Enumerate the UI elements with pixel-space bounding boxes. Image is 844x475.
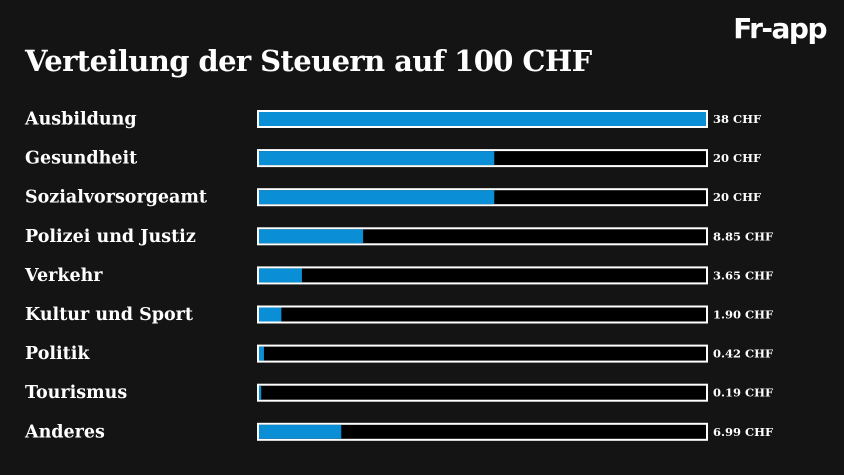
- bar-track: [257, 266, 708, 285]
- bar: [259, 424, 342, 439]
- bar-row: Tourismus 0.19 CHF: [25, 383, 774, 403]
- bar: [259, 229, 364, 244]
- bar: [259, 151, 495, 166]
- bar: [259, 112, 706, 126]
- bar-track: [257, 227, 708, 246]
- bar-row: Sozialvorsorgeamt 20 CHF: [25, 188, 762, 208]
- category-label: Kultur und Sport: [25, 305, 193, 325]
- value-label: 6.99 CHF: [713, 425, 774, 439]
- category-label: Anderes: [24, 422, 105, 442]
- bar-track: [257, 422, 708, 441]
- value-label: 38 CHF: [713, 112, 762, 126]
- bar-row: Polizei und Justiz 8.85 CHF: [25, 227, 774, 247]
- category-label: Tourismus: [25, 383, 127, 403]
- bar: [259, 268, 302, 283]
- category-label: Gesundheit: [25, 149, 137, 169]
- bar-row: Politik 0.42 CHF: [25, 344, 774, 364]
- value-label: 0.19 CHF: [713, 386, 774, 400]
- brand-logo: Fr-app: [733, 12, 827, 45]
- bar-row: Kultur und Sport 1.90 CHF: [25, 305, 774, 325]
- bar-row: Verkehr 3.65 CHF: [24, 266, 774, 286]
- chart-title: Verteilung der Steuern auf 100 CHF: [25, 44, 592, 78]
- bar-track: [257, 383, 708, 402]
- value-label: 8.85 CHF: [713, 229, 774, 243]
- bar: [259, 190, 495, 205]
- bar-row: Ausbildung 38 CHF: [24, 110, 762, 130]
- category-label: Ausbildung: [24, 110, 137, 130]
- value-label: 1.90 CHF: [713, 308, 774, 322]
- value-label: 3.65 CHF: [713, 268, 774, 282]
- bar: [259, 346, 264, 361]
- category-label: Politik: [25, 344, 90, 364]
- bar-track: [257, 305, 708, 324]
- bar: [259, 385, 262, 400]
- category-label: Polizei und Justiz: [25, 227, 196, 247]
- bar-track: [257, 344, 708, 363]
- bar-row: Gesundheit 20 CHF: [25, 149, 762, 169]
- bar: [259, 307, 282, 322]
- bar-row: Anderes 6.99 CHF: [24, 422, 774, 442]
- category-label: Verkehr: [24, 266, 103, 286]
- category-label: Sozialvorsorgeamt: [25, 188, 207, 208]
- value-label: 20 CHF: [713, 190, 762, 204]
- value-label: 0.42 CHF: [713, 347, 774, 361]
- value-label: 20 CHF: [713, 151, 762, 165]
